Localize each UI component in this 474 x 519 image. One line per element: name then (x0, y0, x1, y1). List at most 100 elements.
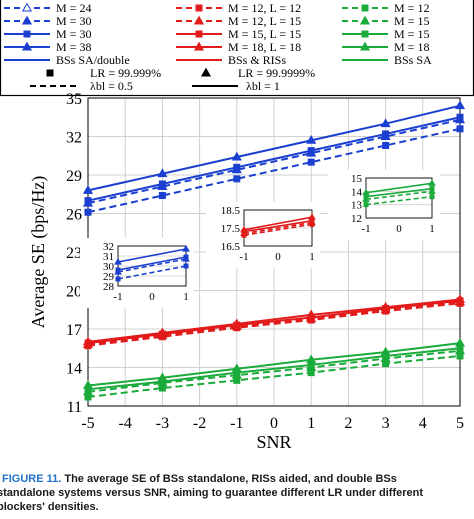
data-point (382, 141, 390, 149)
inset-data-point (114, 257, 122, 265)
legend-label: λbl = 0.5 (90, 79, 133, 93)
inset-data-point (115, 267, 121, 273)
data-point (380, 346, 391, 356)
legend-label: M = 12 (394, 1, 429, 15)
inset-y-tick-label: 13 (351, 200, 363, 212)
legend-marker (361, 4, 369, 12)
legend-label: λbl = 1 (246, 79, 280, 93)
y-tick-label: 32 (66, 130, 82, 147)
data-point (231, 363, 242, 373)
caption-line-3: blockers' densities. (0, 501, 99, 513)
inset-data-point (428, 179, 436, 186)
legend-label: M = 18, L = 18 (228, 40, 301, 54)
data-point (307, 361, 315, 369)
data-point (382, 130, 390, 138)
legend-marker (195, 30, 203, 38)
data-point (158, 192, 166, 200)
inset-background (206, 202, 320, 268)
inset-x-tick-label: 1 (429, 223, 435, 235)
inset-y-tick-label: 17.5 (221, 223, 241, 235)
inset-series-line (365, 195, 433, 206)
legend-label: M = 15 (394, 27, 429, 41)
inset-data-point (363, 202, 369, 208)
legend-marker (195, 4, 203, 12)
inset-y-tick-label: 16.5 (221, 241, 241, 253)
y-tick-label: 20 (66, 284, 82, 301)
data-point (157, 168, 168, 178)
inset-x-tick-label: -1 (239, 251, 248, 263)
inset-data-point (182, 244, 190, 252)
legend-marker (21, 41, 33, 51)
legend-marker (193, 41, 205, 51)
series-line (87, 347, 461, 391)
x-tick-label: -3 (156, 415, 169, 432)
inset-data-point (183, 263, 189, 269)
data-point (233, 376, 241, 384)
inset-data-point (429, 186, 435, 192)
data-point (82, 336, 94, 346)
data-point (158, 384, 166, 392)
x-tick-label: 5 (456, 415, 464, 432)
data-point (84, 393, 92, 401)
data-point (382, 360, 390, 368)
data-point (454, 100, 466, 110)
series-line (87, 116, 461, 202)
legend-marker (359, 15, 371, 25)
inset-data-point (115, 276, 121, 282)
data-point (306, 354, 317, 364)
data-point (82, 185, 94, 194)
series-line (87, 302, 461, 347)
data-point (157, 372, 168, 382)
inset-data-point (429, 194, 435, 200)
legend-label: LR = 99.999% (90, 66, 161, 80)
inset-series-line (243, 223, 313, 236)
inset-series-line (243, 216, 313, 231)
data-point (380, 118, 391, 128)
y-tick-label: 23 (66, 245, 82, 262)
inset-y-tick-label: 32 (103, 241, 114, 253)
inset-data-point (240, 225, 248, 233)
legend-label: M = 15 (394, 14, 429, 28)
legend-label: BSs & RISs (228, 53, 286, 67)
data-point (306, 309, 317, 319)
series-line (87, 104, 461, 192)
inset-series-line (117, 258, 187, 273)
inset-x-tick-label: 0 (275, 251, 281, 263)
figure-caption: FIGURE 11. The average SE of BSs standal… (0, 472, 474, 514)
y-tick-label: 29 (66, 168, 82, 185)
data-point (456, 352, 464, 360)
inset-series-line (365, 182, 433, 194)
inset-x-tick-label: -1 (113, 291, 122, 303)
data-point (233, 369, 241, 377)
legend-marker (21, 15, 33, 25)
data-point (84, 385, 92, 393)
legend-marker (193, 15, 205, 25)
legend-marker (359, 41, 371, 51)
legend-label: M = 12, L = 12 (228, 1, 301, 15)
inset-series-line (243, 220, 313, 233)
caption-line-1: The average SE of BSs standalone, RISs a… (64, 473, 397, 485)
data-point (454, 337, 466, 347)
inset-x-tick-label: 1 (183, 291, 189, 303)
legend-label: M = 38 (56, 40, 91, 54)
inset-y-tick-label: 30 (103, 261, 115, 273)
x-tick-label: -5 (81, 415, 94, 432)
data-point (84, 197, 92, 205)
legend-marker (21, 2, 33, 12)
x-tick-label: 0 (270, 415, 278, 432)
legend-label: M = 24 (56, 1, 91, 15)
legend-marker (23, 30, 31, 38)
inset-x-tick-label: 0 (396, 223, 402, 235)
y-axis-label: Average SE (bps/Hz) (28, 176, 49, 329)
inset-y-tick-label: 14 (351, 186, 363, 198)
legend-marker (361, 30, 369, 38)
x-tick-label: -1 (230, 415, 243, 432)
series-line (87, 127, 461, 214)
series-line (87, 301, 461, 346)
legend-box (0, 0, 474, 97)
x-tick-label: 4 (419, 415, 427, 432)
inset-series-line (243, 221, 313, 235)
inset-x-tick-label: 0 (149, 291, 155, 303)
inset-series-line (365, 187, 433, 198)
